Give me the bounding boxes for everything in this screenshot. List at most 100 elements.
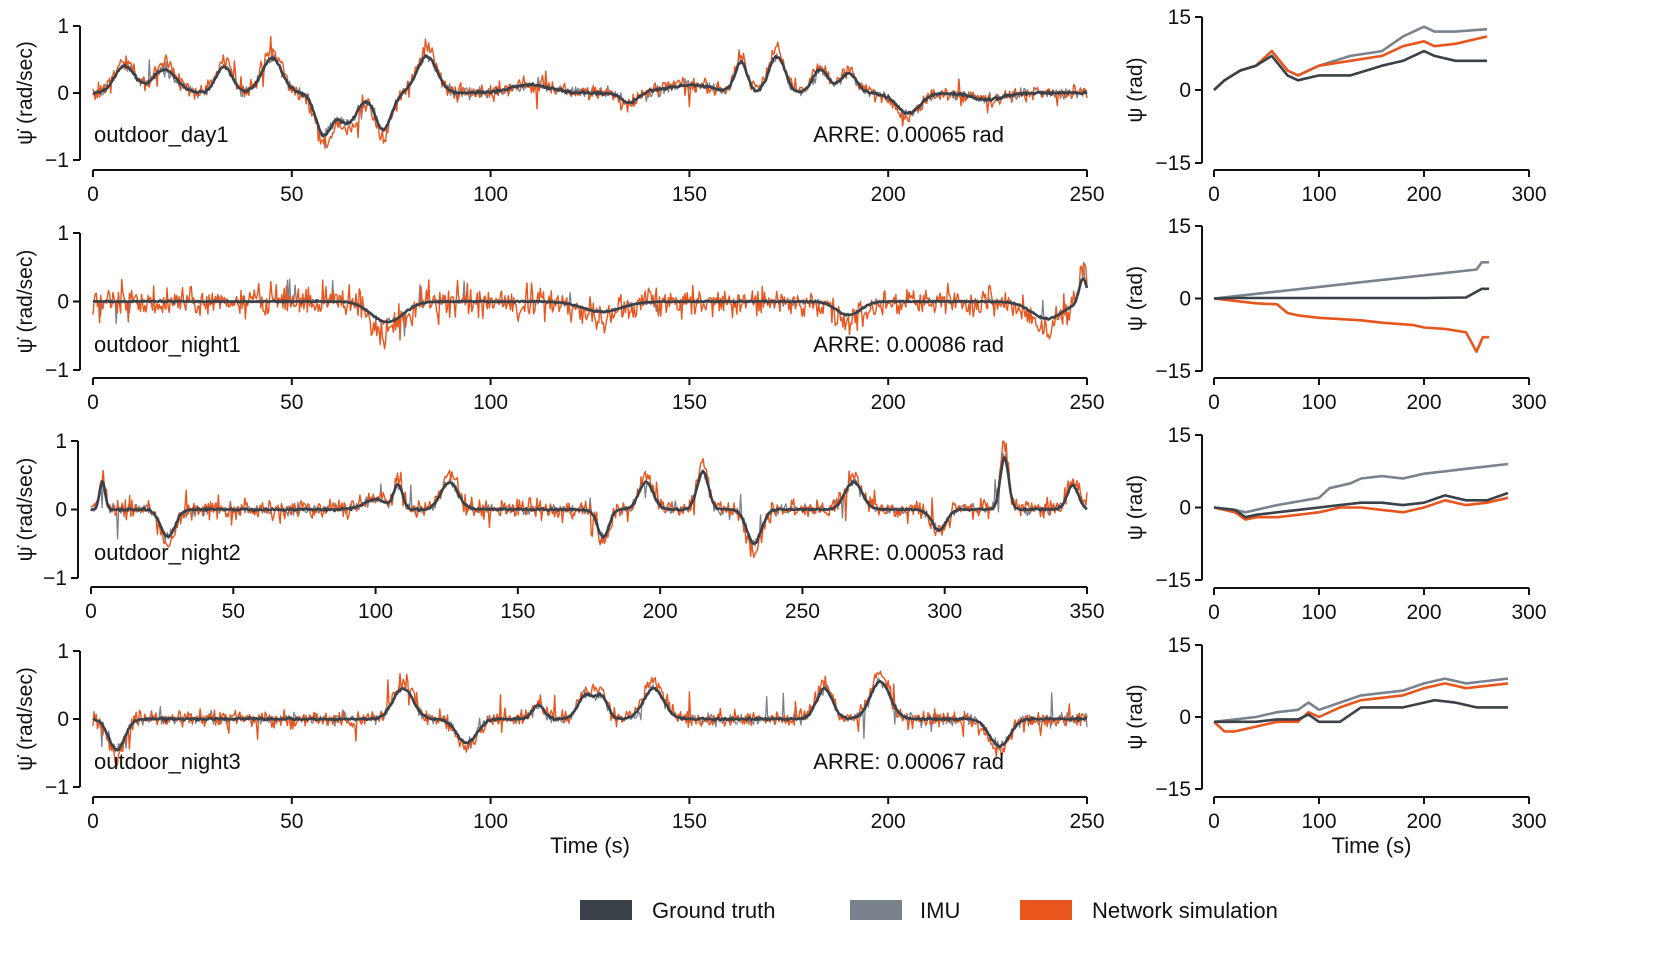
- panel-1-x-tick-label: 300: [1511, 183, 1546, 206]
- legend: Ground truth IMU Network simulation: [580, 898, 1278, 923]
- panel-5-x-tick-label: 100: [1301, 601, 1336, 624]
- panel-4-x-tick-label: 100: [358, 600, 393, 623]
- panel-2-axes: 0 50 100 150 200 250 −1 0 1 ψ̇ (rad/sec): [14, 222, 1105, 414]
- panel-5-x-tick-label: 300: [1511, 601, 1546, 624]
- panel-2-sequence-label: outdoor_night1: [94, 332, 241, 357]
- panel-3-x-tick-label: 0: [1208, 391, 1220, 414]
- panel-6-series-ground-truth: [92, 679, 1088, 752]
- panel-7-series-network: [1213, 682, 1509, 733]
- panel-4-y-tick-label: 1: [55, 430, 67, 453]
- panel-1-y-axis-label: ψ (rad): [1124, 57, 1147, 122]
- panel-3-x-tick-label: 100: [1301, 391, 1336, 414]
- panel-0-x-tick-label: 200: [871, 183, 906, 206]
- panel-7-axes: 0 100 200 300 −15 0 15 ψ (rad) Time (s): [1124, 634, 1547, 858]
- panel-4-y-tick-label: 0: [55, 499, 67, 522]
- panel-0-y-tick-label: 1: [57, 15, 69, 38]
- panel-3-series-ground-truth: [1213, 287, 1490, 300]
- panel-3-x-tick-label: 300: [1511, 391, 1546, 414]
- panel-0-x-tick-label: 150: [672, 183, 707, 206]
- panel-0-x-tick-label: 100: [473, 183, 508, 206]
- panel-2-x-tick-label: 150: [672, 391, 707, 414]
- panel-7-series-imu: [1213, 677, 1509, 724]
- panel-4-x-tick-label: 0: [85, 600, 97, 623]
- panel-5-y-tick-label: −15: [1155, 569, 1191, 592]
- panel-7-x-axis-title: Time (s): [1332, 833, 1412, 858]
- panel-4-x-tick-label: 300: [927, 600, 962, 623]
- panel-4-x-tick-label: 150: [500, 600, 535, 623]
- panel-4-series-imu: [90, 451, 1088, 551]
- panel-1-x-tick-label: 200: [1406, 183, 1441, 206]
- panel-4-x-tick-label: 250: [785, 600, 820, 623]
- legend-swatch-ground-truth: [580, 900, 632, 920]
- panel-4-x-tick-label: 50: [222, 600, 245, 623]
- panel-4-sequence-label: outdoor_night2: [94, 540, 241, 565]
- panel-5-series-network: [1213, 496, 1509, 521]
- panel-1-y-tick-label: 0: [1179, 79, 1191, 102]
- panel-5-x-tick-label: 200: [1406, 601, 1441, 624]
- panel-3-y-tick-label: 15: [1168, 215, 1191, 238]
- panel-7-x-tick-label: 300: [1511, 810, 1546, 833]
- panel-0-x-tick-label: 50: [280, 183, 303, 206]
- panel-7-y-tick-label: 15: [1168, 634, 1191, 657]
- panel-6-x-tick-label: 150: [672, 810, 707, 833]
- panel-3-y-axis-label: ψ (rad): [1124, 266, 1147, 331]
- panel-4-x-tick-label: 350: [1069, 600, 1104, 623]
- panel-5-series-ground-truth: [1213, 491, 1509, 519]
- panel-6-x-tick-label: 250: [1069, 810, 1104, 833]
- panel-4-y-tick-label: −1: [43, 567, 67, 590]
- panel-1-series-ground-truth: [1213, 49, 1487, 91]
- panel-0-x-tick-label: 250: [1069, 183, 1104, 206]
- panel-2-y-tick-label: −1: [45, 359, 69, 382]
- panel-0-sequence-label: outdoor_day1: [94, 122, 229, 147]
- panel-7-y-axis-label: ψ (rad): [1124, 684, 1147, 749]
- panel-5-axes: 0 100 200 300 −15 0 15 ψ (rad): [1124, 424, 1547, 624]
- panel-0-y-axis-label: ψ̇ (rad/sec): [14, 41, 37, 145]
- panel-2-x-tick-label: 100: [473, 391, 508, 414]
- panel-3-x-tick-label: 200: [1406, 391, 1441, 414]
- panel-2-arre-label: ARRE: 0.00086 rad: [813, 332, 1004, 357]
- panel-0-y-tick-label: −1: [45, 149, 69, 172]
- panel-6-x-tick-label: 50: [280, 810, 303, 833]
- panel-6-x-axis-title: Time (s): [550, 833, 630, 858]
- legend-label-ground-truth: Ground truth: [652, 898, 776, 923]
- panel-4-y-axis-label: ψ̇ (rad/sec): [14, 458, 37, 562]
- panel-0-x-tick-label: 0: [87, 183, 99, 206]
- panel-2-y-tick-label: 0: [57, 291, 69, 314]
- legend-label-imu: IMU: [920, 898, 960, 923]
- panel-6-y-tick-label: 0: [57, 708, 69, 731]
- panel-2-x-tick-label: 50: [280, 391, 303, 414]
- panel-6-y-tick-label: 1: [57, 640, 69, 663]
- panel-2-series-network: [92, 263, 1088, 350]
- panel-3-y-tick-label: −15: [1155, 360, 1191, 383]
- panel-2-x-tick-label: 0: [87, 391, 99, 414]
- panel-4-series-ground-truth: [90, 456, 1088, 545]
- panel-7-series-ground-truth: [1214, 698, 1508, 724]
- panel-5-series-imu: [1213, 462, 1509, 514]
- panel-6-y-axis-label: ψ̇ (rad/sec): [14, 667, 37, 771]
- panel-1-x-tick-label: 100: [1301, 183, 1336, 206]
- panel-1-y-tick-label: 15: [1168, 6, 1191, 29]
- panel-2-x-tick-label: 200: [871, 391, 906, 414]
- panel-0-y-tick-label: 0: [57, 82, 69, 105]
- panel-7-y-tick-label: 0: [1179, 706, 1191, 729]
- panel-3-series-imu: [1213, 261, 1490, 300]
- panel-5-x-tick-label: 0: [1208, 601, 1220, 624]
- panel-1-series-network: [1213, 35, 1488, 91]
- panel-0-arre-label: ARRE: 0.00065 rad: [813, 122, 1004, 147]
- panel-5-y-tick-label: 15: [1168, 424, 1191, 447]
- panel-5-y-tick-label: 0: [1179, 497, 1191, 520]
- panel-3-series-network: [1213, 297, 1490, 353]
- panel-3-y-tick-label: 0: [1179, 288, 1191, 311]
- panel-6-x-tick-label: 0: [87, 810, 99, 833]
- panel-2-y-axis-label: ψ̇ (rad/sec): [14, 250, 37, 354]
- panel-6-x-tick-label: 200: [871, 810, 906, 833]
- legend-swatch-network-simulation: [1020, 900, 1072, 920]
- panel-1-axes: 0 100 200 300 −15 0 15 ψ (rad): [1124, 6, 1547, 206]
- panel-2-y-tick-label: 1: [57, 222, 69, 245]
- panel-4-x-tick-label: 200: [643, 600, 678, 623]
- panel-7-x-tick-label: 100: [1301, 810, 1336, 833]
- panel-0-axes: 0 50 100 150 200 250 −1 0 1 ψ̇ (rad/sec): [14, 15, 1105, 206]
- legend-swatch-imu: [850, 900, 902, 920]
